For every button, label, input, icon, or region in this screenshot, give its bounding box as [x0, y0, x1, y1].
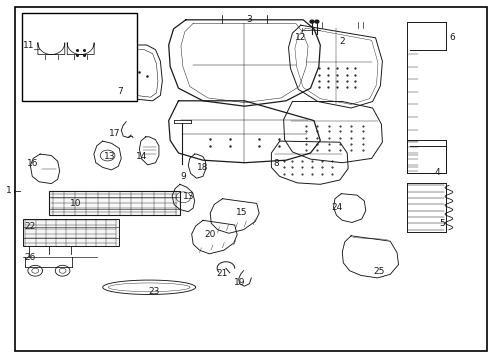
Text: 21: 21	[216, 269, 228, 278]
Bar	[23, 219, 119, 246]
Text: 22: 22	[24, 222, 36, 231]
Text: 8: 8	[273, 159, 279, 168]
Bar	[49, 191, 180, 215]
Text: 19: 19	[233, 278, 245, 287]
Text: 4: 4	[434, 168, 440, 177]
Circle shape	[314, 20, 318, 23]
Text: 16: 16	[27, 159, 39, 168]
Text: 12: 12	[294, 33, 306, 42]
Text: 3: 3	[246, 15, 252, 24]
Text: 13: 13	[104, 152, 116, 161]
Text: 23: 23	[148, 287, 160, 296]
Text: 26: 26	[24, 253, 36, 262]
Text: 7: 7	[117, 87, 122, 96]
Text: 9: 9	[180, 172, 186, 181]
Text: 24: 24	[331, 202, 343, 212]
Text: 15: 15	[236, 208, 247, 217]
Text: 5: 5	[439, 219, 445, 228]
Text: 14: 14	[136, 152, 147, 161]
Text: 13: 13	[182, 192, 194, 201]
Text: 1: 1	[6, 186, 12, 195]
Text: 25: 25	[372, 267, 384, 276]
Text: 6: 6	[448, 33, 454, 42]
Text: 17: 17	[109, 129, 121, 138]
Text: 10: 10	[70, 199, 81, 208]
Circle shape	[309, 20, 313, 23]
Text: 2: 2	[339, 37, 345, 46]
Text: 11: 11	[22, 41, 34, 50]
Text: 18: 18	[197, 163, 208, 172]
Bar	[22, 13, 137, 101]
Text: 20: 20	[204, 230, 216, 239]
